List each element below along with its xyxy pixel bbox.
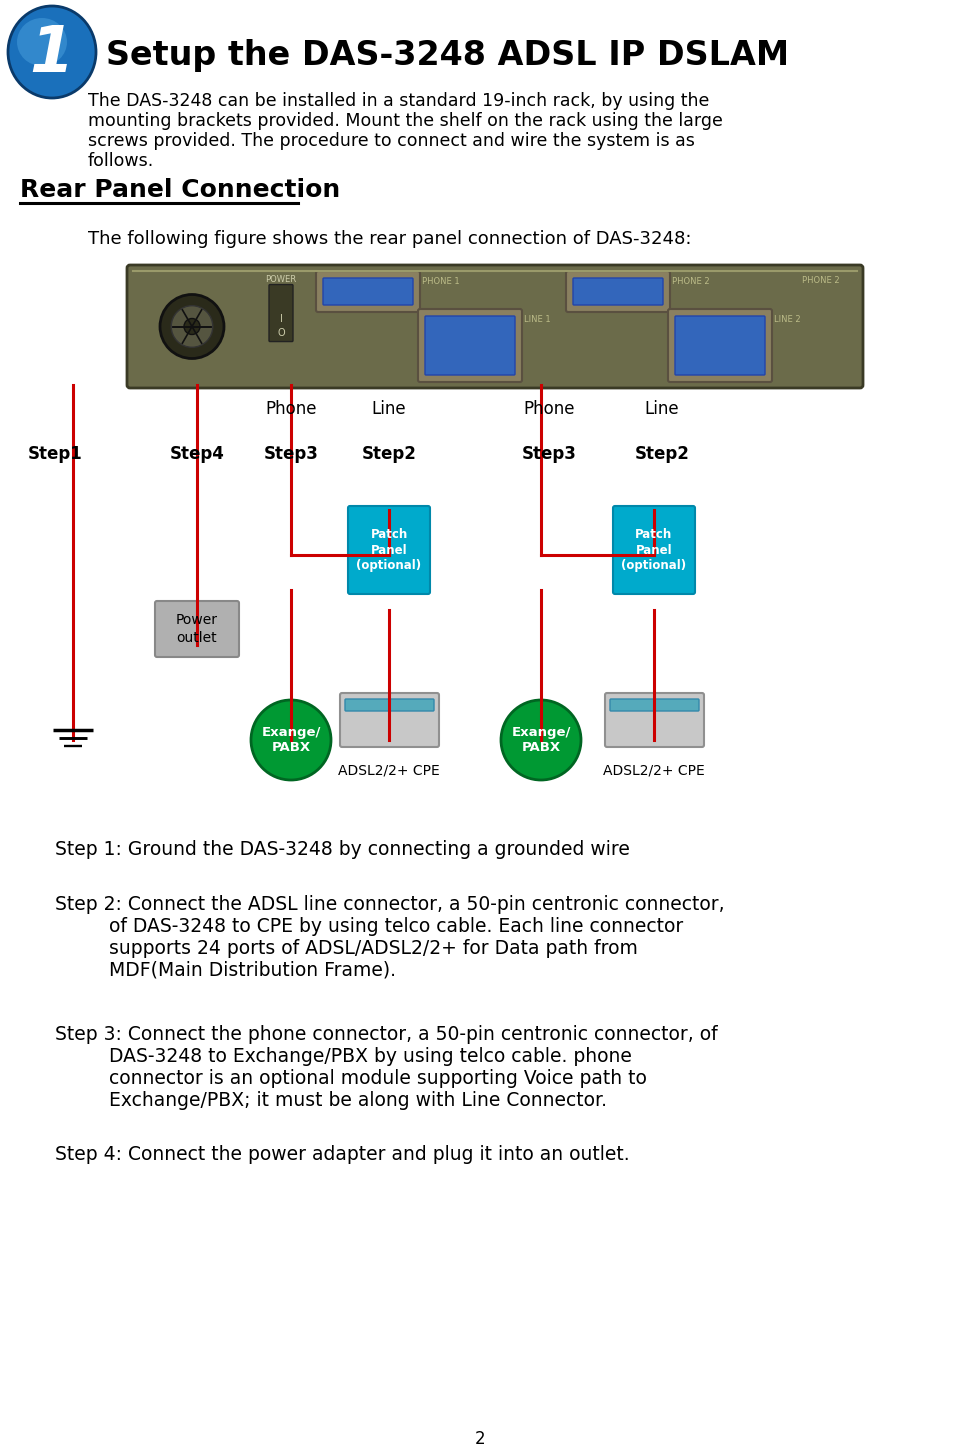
- Circle shape: [160, 295, 224, 359]
- FancyBboxPatch shape: [610, 698, 699, 711]
- Text: screws provided. The procedure to connect and wire the system is as: screws provided. The procedure to connec…: [88, 132, 695, 150]
- Text: Step 1: Ground the DAS-3248 by connecting a grounded wire: Step 1: Ground the DAS-3248 by connectin…: [55, 841, 630, 860]
- FancyBboxPatch shape: [425, 317, 515, 375]
- Ellipse shape: [8, 6, 96, 97]
- Text: Exchange/PBX; it must be along with Line Connector.: Exchange/PBX; it must be along with Line…: [55, 1090, 607, 1109]
- Text: PHONE 2: PHONE 2: [803, 276, 840, 285]
- Text: Step1: Step1: [28, 444, 83, 463]
- Text: The following figure shows the rear panel connection of DAS-3248:: The following figure shows the rear pane…: [88, 229, 691, 248]
- Text: Setup the DAS-3248 ADSL IP DSLAM: Setup the DAS-3248 ADSL IP DSLAM: [106, 39, 789, 71]
- Circle shape: [501, 700, 581, 780]
- Text: Exange/
PABX: Exange/ PABX: [512, 726, 570, 754]
- Text: MDF(Main Distribution Frame).: MDF(Main Distribution Frame).: [55, 961, 396, 980]
- Text: I
O: I O: [277, 315, 285, 338]
- Text: LINE 1: LINE 1: [524, 315, 551, 324]
- Text: LINE 2: LINE 2: [774, 315, 801, 324]
- Text: 1: 1: [30, 23, 74, 86]
- FancyBboxPatch shape: [340, 693, 439, 746]
- Text: Step2: Step2: [362, 444, 417, 463]
- Text: follows.: follows.: [88, 152, 155, 170]
- FancyBboxPatch shape: [566, 272, 670, 312]
- Text: Phone: Phone: [523, 399, 575, 418]
- Text: Step2: Step2: [635, 444, 689, 463]
- Text: 2: 2: [474, 1430, 486, 1448]
- Text: connector is an optional module supporting Voice path to: connector is an optional module supporti…: [55, 1069, 647, 1088]
- Circle shape: [171, 306, 213, 347]
- Text: of DAS-3248 to CPE by using telco cable. Each line connector: of DAS-3248 to CPE by using telco cable.…: [55, 918, 684, 937]
- Text: The DAS-3248 can be installed in a standard 19-inch rack, by using the: The DAS-3248 can be installed in a stand…: [88, 91, 709, 110]
- FancyBboxPatch shape: [418, 309, 522, 382]
- Text: Line: Line: [645, 399, 680, 418]
- Text: Step 2: Connect the ADSL line connector, a 50-pin centronic connector,: Step 2: Connect the ADSL line connector,…: [55, 894, 725, 913]
- FancyBboxPatch shape: [675, 317, 765, 375]
- Text: Phone: Phone: [265, 399, 317, 418]
- Ellipse shape: [17, 17, 67, 65]
- Text: Step3: Step3: [264, 444, 319, 463]
- Text: supports 24 ports of ADSL/ADSL2/2+ for Data path from: supports 24 ports of ADSL/ADSL2/2+ for D…: [55, 939, 637, 958]
- FancyBboxPatch shape: [605, 693, 704, 746]
- Text: Exange/
PABX: Exange/ PABX: [261, 726, 321, 754]
- Text: Step4: Step4: [170, 444, 225, 463]
- Text: mounting brackets provided. Mount the shelf on the rack using the large: mounting brackets provided. Mount the sh…: [88, 112, 723, 131]
- Circle shape: [184, 318, 200, 334]
- Text: ADSL2/2+ CPE: ADSL2/2+ CPE: [603, 762, 705, 777]
- FancyBboxPatch shape: [573, 277, 663, 305]
- Text: PHONE 2: PHONE 2: [672, 277, 709, 286]
- FancyBboxPatch shape: [613, 505, 695, 594]
- Text: Rear Panel Connection: Rear Panel Connection: [20, 179, 340, 202]
- FancyBboxPatch shape: [348, 505, 430, 594]
- FancyBboxPatch shape: [127, 266, 863, 388]
- FancyBboxPatch shape: [323, 277, 413, 305]
- Text: Step3: Step3: [521, 444, 576, 463]
- FancyBboxPatch shape: [345, 698, 434, 711]
- Text: Step 3: Connect the phone connector, a 50-pin centronic connector, of: Step 3: Connect the phone connector, a 5…: [55, 1025, 718, 1044]
- FancyBboxPatch shape: [668, 309, 772, 382]
- Text: DAS-3248 to Exchange/PBX by using telco cable. phone: DAS-3248 to Exchange/PBX by using telco …: [55, 1047, 632, 1066]
- Text: ADSL2/2+ CPE: ADSL2/2+ CPE: [338, 762, 440, 777]
- Text: POWER: POWER: [265, 274, 297, 285]
- Text: Patch
Panel
(optional): Patch Panel (optional): [356, 529, 421, 572]
- Text: Step 4: Connect the power adapter and plug it into an outlet.: Step 4: Connect the power adapter and pl…: [55, 1146, 630, 1165]
- FancyBboxPatch shape: [155, 601, 239, 656]
- Text: PHONE 1: PHONE 1: [422, 277, 460, 286]
- Text: Patch
Panel
(optional): Patch Panel (optional): [621, 529, 686, 572]
- FancyBboxPatch shape: [316, 272, 420, 312]
- Circle shape: [251, 700, 331, 780]
- FancyBboxPatch shape: [269, 285, 293, 341]
- Text: Power
outlet: Power outlet: [176, 613, 218, 645]
- Text: Line: Line: [372, 399, 406, 418]
